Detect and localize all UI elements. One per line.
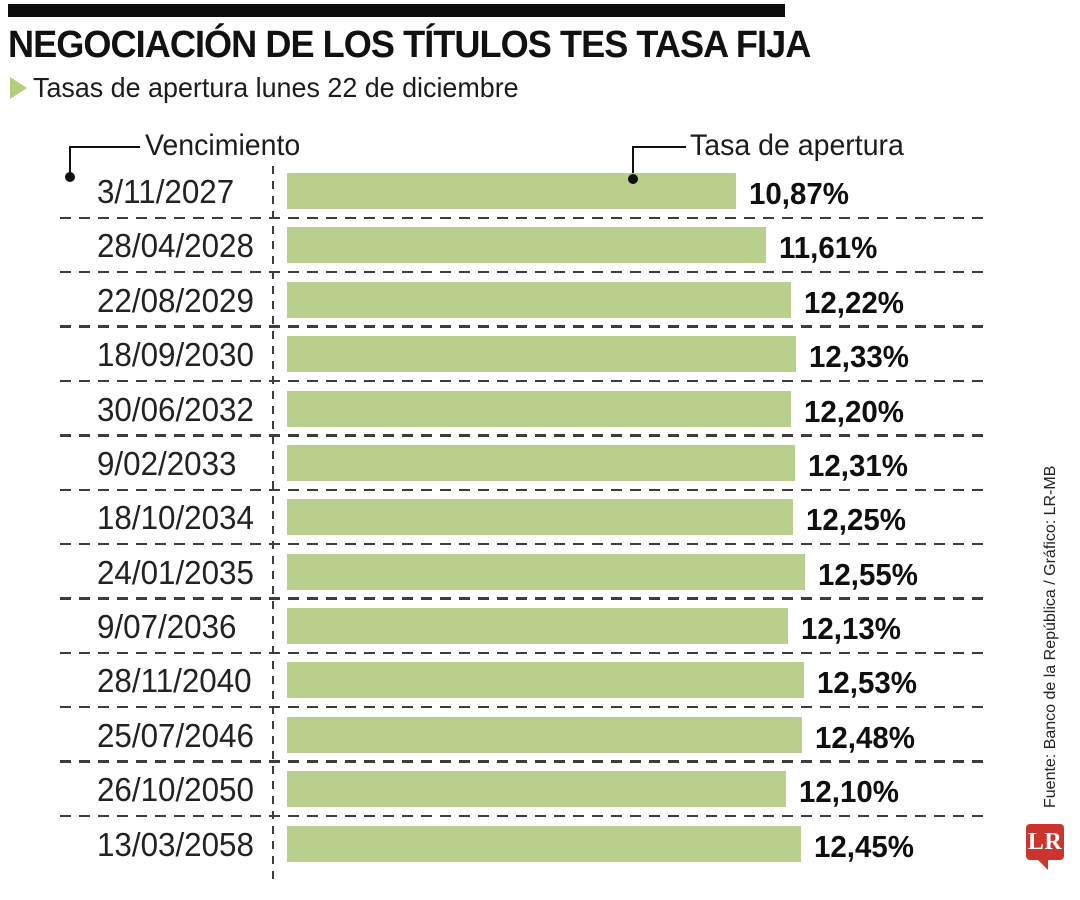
lr-logo: LR (1026, 824, 1064, 860)
rate-bar (287, 444, 796, 481)
maturity-date-label: 30/06/2032 (97, 390, 254, 428)
rate-bar (287, 662, 805, 699)
chart-row: 25/07/2046 12,48% (0, 708, 1010, 763)
page-title: NEGOCIACIÓN DE LOS TÍTULOS TES TASA FIJA (8, 24, 811, 66)
row-separator (60, 542, 990, 546)
chart-row: 18/09/2030 12,33% (0, 327, 1010, 383)
chart-row: 22/08/2029 12,22% (0, 273, 1010, 328)
rate-bar (287, 499, 793, 536)
row-separator (60, 270, 990, 274)
row-separator (60, 597, 990, 600)
chart-row: 18/10/2034 12,25% (0, 490, 1010, 546)
maturity-date-label: 26/10/2050 (97, 770, 254, 808)
axis-dashed-line (272, 166, 274, 880)
rate-value-label: 12,53% (817, 665, 918, 701)
rate-value-label: 11,61% (779, 230, 878, 266)
maturity-column-label: Vencimiento (145, 129, 301, 162)
rate-column-label: Tasa de apertura (690, 129, 904, 162)
rate-bar (287, 608, 788, 645)
row-separator (60, 760, 990, 763)
rate-value-label: 12,20% (803, 393, 904, 429)
rate-callout-line-h (633, 146, 686, 148)
rate-value-label: 12,25% (805, 502, 906, 538)
row-separator (60, 325, 990, 328)
maturity-date-label: 22/08/2029 (97, 281, 254, 319)
chart-row: 30/06/2032 12,20% (0, 382, 1010, 437)
row-separator (60, 706, 990, 709)
rate-value-label: 12,48% (815, 719, 915, 755)
row-separator (60, 488, 990, 491)
source-credit: Fuente: Banco de la República / Gráfico:… (1042, 465, 1059, 808)
maturity-date-label: 18/10/2034 (97, 499, 254, 537)
row-separator (60, 814, 990, 818)
subtitle-row: Tasas de apertura lunes 22 de diciembre (10, 72, 539, 104)
rate-value-label: 12,10% (799, 774, 900, 810)
rate-bar (287, 281, 792, 318)
top-accent-bar (8, 4, 785, 17)
row-separator (60, 651, 990, 655)
maturity-date-label: 13/03/2058 (97, 825, 254, 863)
rate-value-label: 12,13% (800, 610, 901, 646)
bullet-triangle-icon (10, 77, 27, 99)
rate-value-label: 12,33% (808, 339, 909, 375)
chart-row: 9/07/2036 12,13% (0, 599, 1010, 655)
rate-value-label: 12,45% (813, 828, 914, 864)
bar-chart: 3/11/2027 10,87% 28/04/2028 11,61% 22/08/202… (0, 164, 1010, 871)
rate-bar (287, 553, 805, 590)
row-separator (60, 434, 990, 437)
rate-bar (287, 771, 787, 808)
maturity-date-label: 25/07/2046 (97, 716, 254, 754)
maturity-date-label: 28/11/2040 (97, 662, 252, 700)
rate-bar (287, 390, 791, 427)
chart-row: 9/02/2033 12,31% (0, 436, 1010, 491)
rate-value-label: 12,55% (818, 556, 918, 592)
maturity-date-label: 28/04/2028 (97, 227, 254, 265)
rate-callout-dot (628, 174, 638, 184)
lr-logo-tail-icon (1037, 859, 1048, 870)
maturity-callout-line-h (70, 146, 140, 148)
lr-logo-text: LR (1027, 828, 1063, 855)
chart-row: 3/11/2027 10,87% (0, 164, 1010, 219)
chart-row: 13/03/2058 12,45% (0, 817, 1010, 871)
rate-callout-line-v (632, 146, 634, 176)
rate-bar (287, 825, 801, 862)
maturity-date-label: 9/02/2033 (97, 444, 237, 482)
rate-bar (287, 173, 736, 209)
row-separator (60, 216, 990, 219)
chart-row: 28/11/2040 12,53% (0, 653, 1010, 709)
rate-value-label: 12,31% (808, 447, 908, 483)
chart-row: 28/04/2028 11,61% (0, 218, 1010, 274)
maturity-callout-dot (65, 172, 75, 182)
rate-value-label: 10,87% (748, 175, 849, 211)
rate-value-label: 12,22% (804, 284, 905, 320)
rate-bar (287, 336, 796, 373)
row-separator (60, 379, 990, 383)
chart-row: 26/10/2050 12,10% (0, 762, 1010, 818)
maturity-callout-line-v (69, 146, 71, 174)
maturity-date-label: 18/09/2030 (97, 335, 254, 373)
maturity-date-label: 24/01/2035 (97, 553, 254, 591)
maturity-date-label: 9/07/2036 (97, 607, 237, 645)
chart-subtitle: Tasas de apertura lunes 22 de diciembre (33, 72, 519, 103)
rate-bar (287, 227, 767, 264)
maturity-date-label: 3/11/2027 (97, 172, 235, 210)
rate-bar (287, 716, 803, 753)
chart-row: 24/01/2035 12,55% (0, 545, 1010, 600)
